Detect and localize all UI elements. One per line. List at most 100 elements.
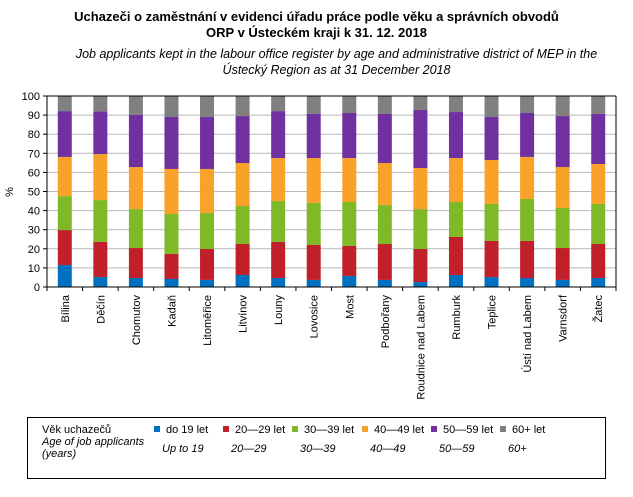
bar-segment: [128, 248, 143, 279]
bar-segment: [164, 96, 179, 118]
bar-segment: [306, 113, 321, 159]
x-category-label: Louny: [273, 295, 285, 325]
axes: [43, 95, 617, 291]
bar-segment: [484, 96, 499, 118]
bar-stack: [413, 96, 428, 287]
legend-item: 20—29 let: [223, 424, 285, 436]
legend-swatch: [362, 426, 368, 432]
bar-segment: [342, 245, 357, 276]
bar-segment: [200, 117, 215, 169]
legend-label: 60+ let: [512, 424, 546, 436]
bar-stack: [200, 96, 215, 287]
bar-segment: [306, 158, 321, 203]
legend-label-english: 40—49: [370, 443, 406, 455]
bar-segment: [342, 96, 357, 113]
bar-segment: [591, 244, 606, 279]
legend-label-english: 50—59: [439, 443, 475, 455]
bar-segment: [484, 159, 499, 204]
y-tick-label: 20: [28, 244, 40, 256]
bar-stack: [448, 96, 463, 287]
x-category-label: Kadaň: [166, 295, 178, 327]
bar-segment: [235, 206, 250, 245]
bar-segment: [591, 96, 606, 114]
x-category-label: Varnsdorf: [558, 294, 570, 342]
bar-segment: [235, 116, 250, 164]
bar-segment: [200, 96, 215, 118]
legend-label: 20—29 let: [235, 424, 286, 436]
legend-swatch: [500, 426, 506, 432]
bar-segment: [448, 274, 463, 287]
legend-title: Věk uchazečů Age of job applicants (year…: [42, 424, 144, 460]
x-category-label: Děčín: [95, 295, 107, 324]
legend-item: 50—59 let: [431, 424, 493, 436]
bar-segment: [200, 248, 215, 280]
bar-segment: [164, 253, 179, 279]
legend-swatch: [154, 426, 160, 432]
bar-segment: [200, 168, 215, 214]
bar-segment: [271, 111, 286, 159]
bar-segment: [555, 207, 570, 249]
y-tick-label: 30: [28, 225, 40, 237]
y-tick-label: 60: [28, 167, 40, 179]
bar-segment: [377, 163, 392, 206]
bar-segment: [57, 96, 72, 112]
bar-segment: [164, 214, 179, 254]
bar-segment: [93, 154, 108, 201]
bar-segment: [342, 112, 357, 159]
bar-segment: [555, 96, 570, 117]
bar-segment: [93, 241, 108, 278]
bar-segment: [128, 278, 143, 287]
bar-segment: [413, 248, 428, 283]
bar-segment: [306, 96, 321, 114]
bar-segment: [306, 279, 321, 287]
y-axis-label: %: [4, 187, 16, 197]
x-category-label: Litoměřice: [202, 295, 214, 346]
bar-segment: [164, 278, 179, 287]
bar-stack: [591, 96, 606, 287]
bar-segment: [555, 167, 570, 208]
bar-segment: [128, 96, 143, 115]
y-tick-label: 0: [34, 282, 40, 294]
legend-item: 30—39 let: [292, 424, 354, 436]
bar-segment: [555, 248, 570, 280]
bar-segment: [591, 113, 606, 164]
bar-segment: [235, 244, 250, 275]
bar-segment: [342, 158, 357, 203]
bar-segment: [413, 168, 428, 210]
bar-segment: [342, 202, 357, 246]
y-tick-labels: 0 10 20 30 40 50 60 70 80 90 100: [22, 91, 40, 294]
bar-segment: [555, 279, 570, 287]
bar-stack: [377, 96, 392, 287]
legend-label-english: 20—29: [231, 443, 267, 455]
bar-segment: [128, 114, 143, 168]
legend-label-english: Up to 19: [162, 443, 204, 455]
bar-segment: [448, 96, 463, 113]
bar-segment: [306, 202, 321, 245]
bar-segment: [591, 203, 606, 245]
y-tick-label: 100: [22, 91, 40, 103]
legend-label-english: 30—39: [300, 443, 336, 455]
bar-segment: [271, 158, 286, 202]
bar-stack: [520, 96, 535, 287]
bar-segment: [377, 96, 392, 114]
bar-segment: [448, 202, 463, 237]
bar-segment: [413, 96, 428, 110]
legend-swatch: [431, 426, 437, 432]
chart-title-czech-line2: ORP v Ústeckém kraji k 31. 12. 2018: [206, 25, 427, 40]
bar-segment: [164, 117, 179, 169]
legend-label: do 19 let: [166, 424, 209, 436]
legend-label: 50—59 let: [443, 424, 494, 436]
x-category-label: Žatec: [592, 295, 605, 323]
bar-segment: [591, 163, 606, 204]
legend: Věk uchazečů Age of job applicants (year…: [27, 417, 606, 479]
x-category-label: Rumburk: [451, 295, 463, 340]
legend-item: 40—49 let: [362, 424, 424, 436]
chart-title-english: Job applicants kept in the labour office…: [40, 46, 633, 78]
bar-segment: [448, 236, 463, 275]
bar-segment: [377, 113, 392, 164]
bar-segment: [235, 163, 250, 207]
bar-segment: [93, 96, 108, 112]
chart-title-english-line1: Job applicants kept in the labour office…: [75, 47, 598, 61]
y-tick-label: 10: [28, 263, 40, 275]
bar-segment: [164, 168, 179, 215]
